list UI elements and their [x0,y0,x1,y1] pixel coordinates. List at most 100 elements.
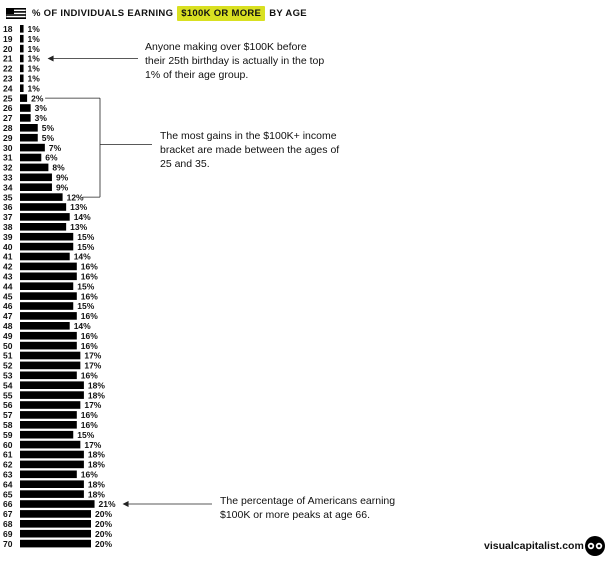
value-label: 7% [49,143,62,153]
bar-age-22 [20,64,24,73]
bar-age-67 [20,510,91,518]
value-label: 14% [74,321,91,331]
value-label: 14% [74,252,91,262]
age-label: 58 [3,420,13,430]
bar-age-52 [20,361,81,370]
age-label: 47 [3,311,13,321]
age-label: 67 [3,509,13,519]
annotation-leaders [45,55,212,507]
age-label: 64 [3,479,13,489]
header-suffix: BY AGE [269,7,307,19]
value-label: 17% [84,400,101,410]
age-label: 24 [3,83,13,93]
bar-age-61 [20,450,84,459]
bar-age-43 [20,272,77,281]
bar-age-49 [20,331,77,340]
value-label: 13% [70,222,87,232]
value-label: 16% [81,262,98,272]
value-label: 17% [84,361,101,371]
bar-age-65 [20,490,84,498]
bar-age-58 [20,421,77,429]
value-label: 15% [77,281,94,291]
age-label: 33 [3,173,13,183]
value-label: 18% [88,489,105,499]
bar-age-54 [20,381,84,389]
bar-age-70 [20,539,91,548]
bar-age-53 [20,371,77,380]
age-label: 28 [3,123,13,133]
age-label: 25 [3,93,13,103]
age-label: 23 [3,74,13,84]
value-label: 9% [56,182,69,192]
value-label: 5% [42,133,55,143]
age-label: 35 [3,192,13,202]
value-label: 17% [84,440,101,450]
age-label: 69 [3,529,13,539]
age-label: 19 [3,34,13,44]
value-label: 6% [45,153,58,163]
bar-age-48 [20,322,70,330]
header-highlight: $100K OR MORE [177,5,266,21]
age-label: 54 [3,380,13,390]
value-label: 20% [95,509,112,519]
age-label: 62 [3,460,13,470]
age-label: 41 [3,252,13,262]
bar-age-57 [20,411,77,419]
value-label: 18% [88,479,105,489]
bar-age-41 [20,252,70,261]
age-label: 60 [3,440,13,450]
value-label: 14% [74,212,91,222]
bar-age-42 [20,262,77,271]
age-label: 61 [3,450,13,460]
bar-age-45 [20,292,77,300]
chart-header: % OF INDIVIDUALS EARNING $100K OR MORE B… [6,4,307,22]
bar-age-66 [20,500,95,508]
bar-age-19 [20,34,24,43]
bar-age-56 [20,401,81,409]
value-label: 20% [95,529,112,539]
bar-age-18 [20,25,24,33]
age-label: 18 [3,24,13,34]
value-label: 18% [88,380,105,390]
value-label: 1% [28,74,41,84]
age-label: 39 [3,232,13,242]
value-label: 20% [95,519,112,529]
age-label: 49 [3,331,13,341]
age-label: 20 [3,44,13,54]
value-label: 18% [88,460,105,470]
header-prefix: % OF INDIVIDUALS EARNING [32,7,174,19]
value-label: 16% [81,331,98,341]
bar-age-55 [20,391,84,399]
bar-age-20 [20,44,24,53]
credit-text: visualcapitalist.com [484,540,584,552]
value-label: 3% [35,103,48,113]
age-label: 38 [3,222,13,232]
value-label: 15% [77,430,94,440]
age-label: 59 [3,430,13,440]
age-label: 65 [3,489,13,499]
age-label: 22 [3,64,13,74]
age-label: 50 [3,341,13,351]
bar-age-46 [20,302,74,310]
value-label: 15% [77,232,94,242]
age-label: 55 [3,390,13,400]
age-label: 48 [3,321,13,331]
bar-age-68 [20,520,91,528]
value-label: 16% [81,410,98,420]
value-label: 3% [35,113,48,123]
value-label: 18% [88,450,105,460]
bar-age-44 [20,282,74,290]
age-label: 26 [3,103,13,113]
age-label: 52 [3,361,13,371]
bar-age-33 [20,173,52,182]
value-label: 5% [42,123,55,133]
bar-age-62 [20,460,84,469]
bar-age-50 [20,341,77,350]
bar-age-36 [20,203,67,211]
bar-age-34 [20,183,52,191]
value-label: 16% [81,470,98,480]
age-label: 66 [3,499,13,509]
value-label: 18% [88,390,105,400]
age-label: 40 [3,242,13,252]
age-label: 70 [3,539,13,549]
